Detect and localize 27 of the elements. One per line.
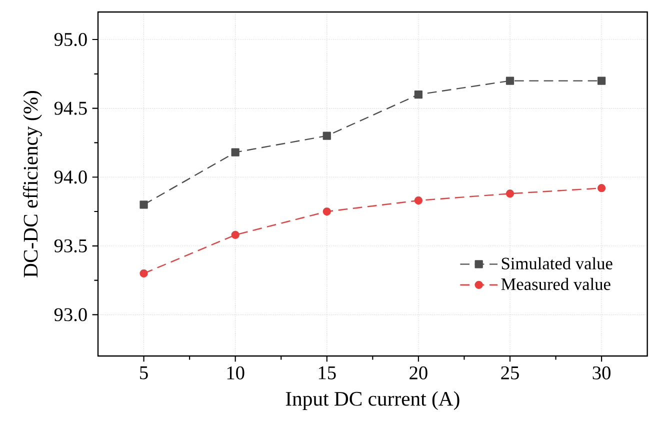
point xyxy=(322,132,331,140)
point xyxy=(231,148,240,156)
legend-label: Measured value xyxy=(501,278,610,290)
y-tick-label: 93.5 xyxy=(54,239,87,252)
x-tick-label: 10 xyxy=(227,366,244,380)
y-tick-label: 94.0 xyxy=(54,170,87,184)
y-tick-label: 94.5 xyxy=(54,102,87,115)
x-tick-label: 25 xyxy=(501,366,519,380)
x-tick-label: 15 xyxy=(318,366,336,380)
x-tick-label: 5 xyxy=(140,366,148,380)
point xyxy=(414,90,423,99)
point xyxy=(506,76,514,85)
y-axis-title: DC-DC efficiency (%) xyxy=(22,90,42,278)
point xyxy=(414,196,423,205)
y-tick-label: 95.0 xyxy=(54,32,87,46)
point xyxy=(322,207,331,216)
point xyxy=(597,184,606,192)
legend-label: Simulated value xyxy=(502,257,612,270)
x-tick-label: 30 xyxy=(592,366,610,380)
point xyxy=(597,76,606,85)
x-axis-title: Input DC current (A) xyxy=(286,391,460,410)
x-tick-label: 20 xyxy=(410,366,428,380)
point xyxy=(506,190,514,198)
point xyxy=(140,269,148,278)
y-tick-label: 93.0 xyxy=(54,308,87,322)
point xyxy=(140,200,148,209)
point xyxy=(231,230,240,239)
